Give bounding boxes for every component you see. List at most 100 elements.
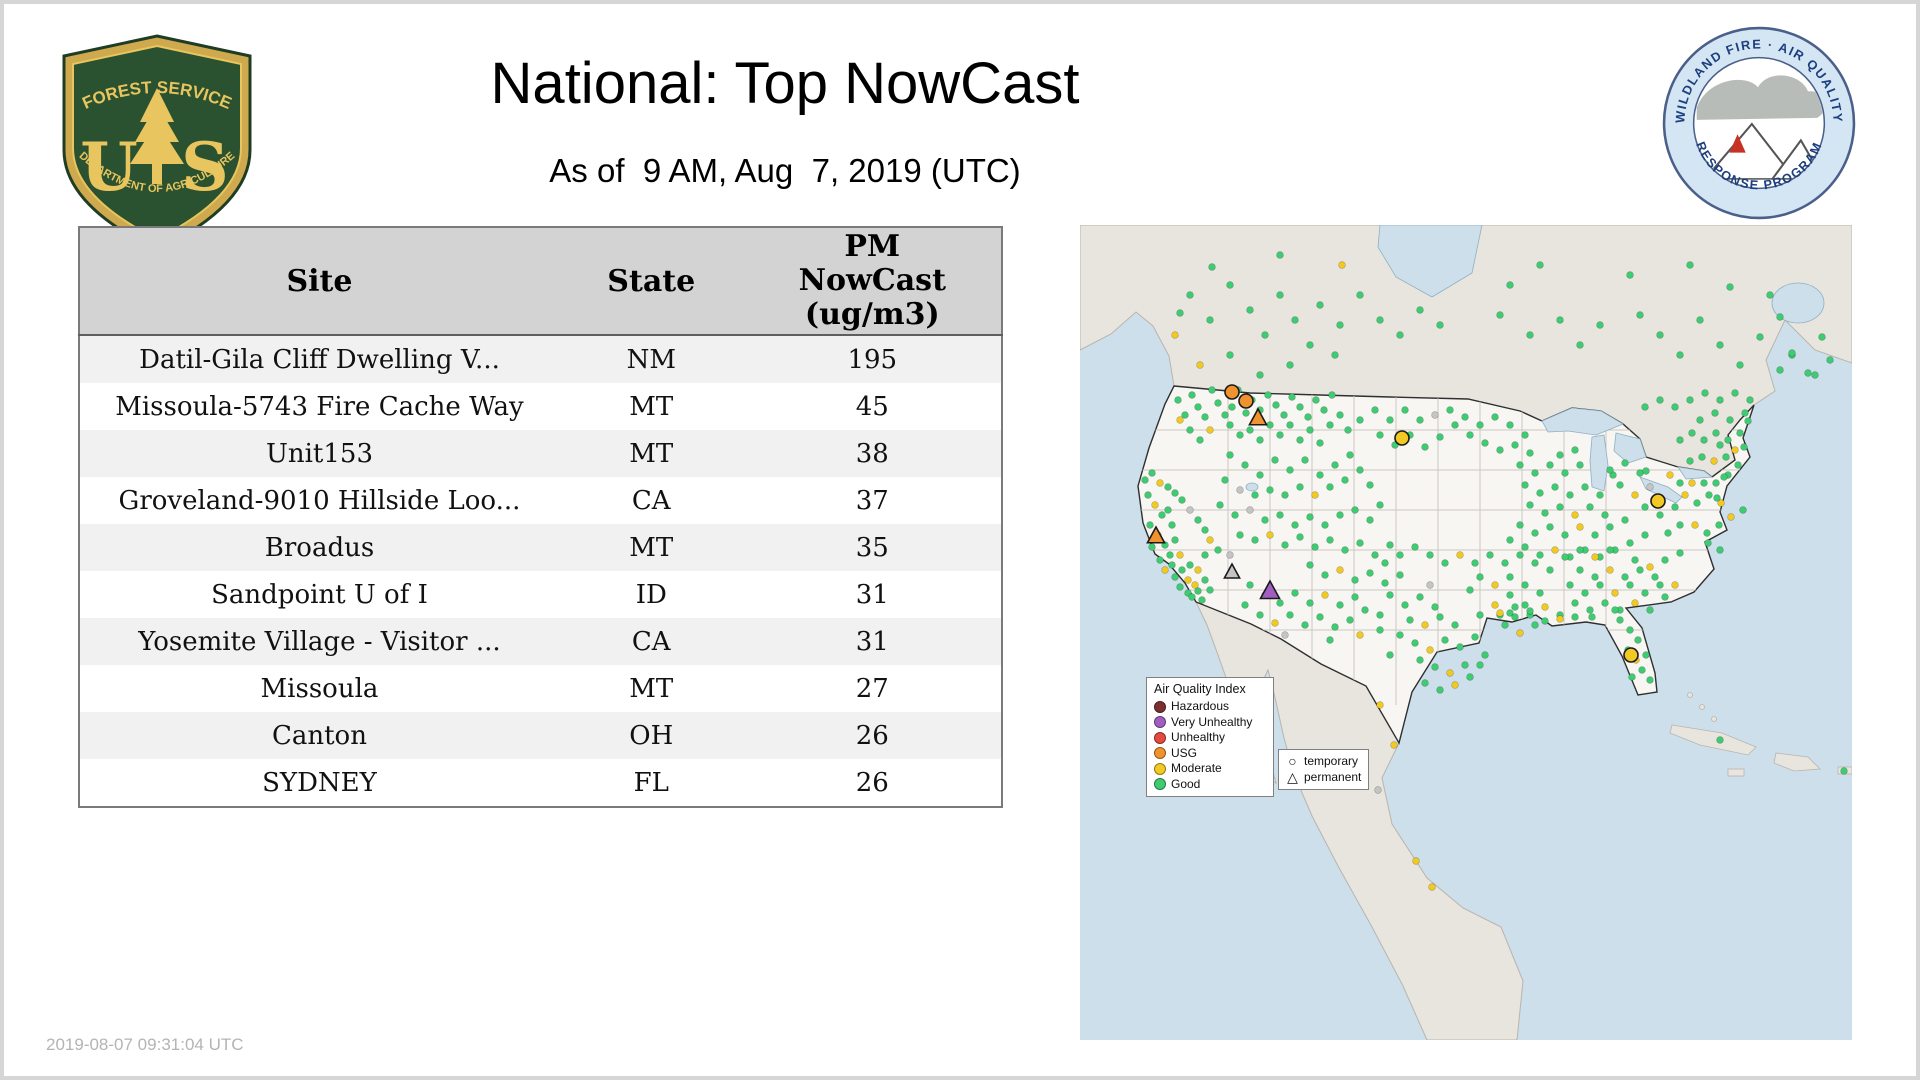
aqi-color-dot-icon: [1154, 778, 1166, 791]
monitor-dot: [1246, 426, 1254, 434]
monitor-dot: [1311, 491, 1319, 499]
monitor-dot: [1286, 466, 1294, 474]
monitor-dot: [1271, 456, 1279, 464]
monitor-dot: [1710, 457, 1718, 465]
monitor-dot: [1696, 316, 1704, 324]
monitor-dot: [1296, 436, 1304, 444]
table-row: Broadus MT 35: [79, 524, 1002, 571]
monitor-dot: [1256, 436, 1264, 444]
monitor-dot: [1536, 261, 1544, 269]
monitor-dot: [1681, 491, 1689, 499]
monitor-dot: [1148, 543, 1156, 551]
monitor-dot: [1226, 351, 1234, 359]
monitor-dot: [1306, 513, 1314, 521]
cell-pm: 27: [855, 673, 889, 704]
cell-state: CA: [631, 485, 671, 516]
monitor-dot: [1726, 283, 1734, 291]
monitor-dot: [1396, 571, 1404, 579]
monitor-dot: [1461, 661, 1469, 669]
monitor-dot: [1611, 589, 1619, 597]
monitor-dot: [1646, 676, 1654, 684]
monitor-dot: [1436, 321, 1444, 329]
monitor-dot: [1571, 511, 1579, 519]
monitor-dot: [1188, 391, 1196, 399]
monitor-dot: [1288, 393, 1296, 401]
forest-service-logo: FOREST SERVICE U S DEPARTMENT OF AGRICUL…: [52, 30, 262, 258]
cell-state: OH: [629, 720, 674, 751]
monitor-dot: [1196, 436, 1204, 444]
monitor-dot: [1664, 529, 1672, 537]
monitor-dot: [1826, 356, 1834, 364]
monitor-dot: [1456, 551, 1464, 559]
monitor-dot: [1171, 489, 1179, 497]
monitor-dot: [1636, 311, 1644, 319]
monitor-dot: [1336, 566, 1344, 574]
monitor-dot: [1376, 501, 1384, 509]
wfaqrp-seal: WILDLAND FIRE · AIR QUALITY RESPONSE PRO…: [1662, 26, 1856, 220]
monitor-dot: [1521, 543, 1529, 551]
monitor-dot: [1586, 503, 1594, 511]
monitor-dot: [1731, 389, 1739, 397]
monitor-dot: [1148, 469, 1156, 477]
monitor-dot: [1656, 331, 1664, 339]
monitor-dot: [1206, 426, 1214, 434]
featured-monitor-marker: [1248, 407, 1268, 426]
monitor-dot: [1626, 581, 1634, 589]
monitor-dot: [1351, 593, 1359, 601]
cell-site: Groveland-9010 Hillside Loo...: [118, 485, 521, 516]
monitor-dot: [1676, 521, 1684, 529]
monitor-dot: [1251, 536, 1259, 544]
aqi-legend-item: USG: [1154, 746, 1266, 762]
monitor-dot: [1401, 601, 1409, 609]
fs-logo-letter-u: U: [80, 128, 138, 206]
monitor-dot: [1693, 499, 1701, 507]
column-header-pm-nowcast: PM NowCast (ug/m3): [743, 227, 1002, 336]
monitor-dot: [1276, 291, 1284, 299]
monitor-dot: [1476, 421, 1484, 429]
monitor-dot: [1446, 669, 1454, 677]
aqi-color-dot-icon: [1154, 731, 1166, 744]
monitor-dot: [1628, 673, 1636, 681]
monitor-dot: [1556, 316, 1564, 324]
monitor-dot: [1561, 531, 1569, 539]
monitor-dot: [1280, 411, 1288, 419]
monitor-dot: [1686, 457, 1694, 465]
monitor-dot: [1804, 369, 1812, 377]
monitor-dot: [1521, 431, 1529, 439]
monitor-dot: [1636, 566, 1644, 574]
monitor-dot: [1256, 611, 1264, 619]
aqi-legend-item: Moderate: [1154, 761, 1266, 777]
monitor-dot: [1496, 311, 1504, 319]
featured-monitor-marker: [1623, 647, 1639, 663]
monitor-dot: [1596, 321, 1604, 329]
monitor-dot: [1521, 481, 1529, 489]
monitor-dot: [1366, 481, 1374, 489]
monitor-dot: [1626, 271, 1634, 279]
monitor-dot: [1641, 403, 1649, 411]
monitor-dot: [1366, 569, 1374, 577]
monitor-dot: [1386, 591, 1394, 599]
site-type-legend: ○ temporary △ permanent: [1278, 749, 1370, 790]
cell-site: Yosemite Village - Visitor ...: [138, 626, 501, 657]
monitor-dot: [1421, 679, 1429, 687]
monitor-dot: [1676, 479, 1684, 487]
cell-state: MT: [629, 673, 674, 704]
cell-pm: 38: [855, 438, 889, 469]
monitor-dot: [1491, 601, 1499, 609]
monitor-dot: [1715, 521, 1723, 529]
monitor-dot: [1616, 616, 1624, 624]
monitor-dot: [1606, 566, 1614, 574]
monitor-dot: [1646, 483, 1654, 491]
monitor-dot: [1306, 561, 1314, 569]
monitor-dot: [1306, 599, 1314, 607]
monitor-dot: [1336, 321, 1344, 329]
featured-monitor-marker: [1238, 393, 1254, 409]
monitor-dot: [1338, 261, 1346, 269]
forest-service-shield: FOREST SERVICE U S DEPARTMENT OF AGRICUL…: [62, 34, 252, 252]
monitor-dot: [1526, 607, 1534, 615]
monitor-dot: [1724, 436, 1732, 444]
monitor-dot: [1511, 603, 1519, 611]
monitor-dot: [1511, 613, 1519, 621]
monitor-dot: [1416, 416, 1424, 424]
monitor-dot: [1571, 599, 1579, 607]
